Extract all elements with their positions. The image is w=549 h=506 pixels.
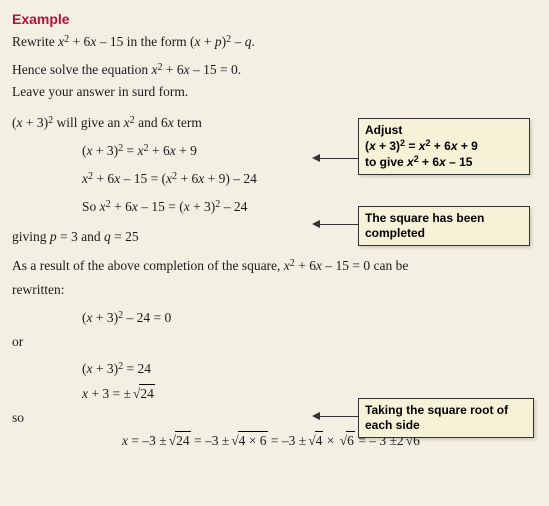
txt: = — [123, 143, 137, 158]
txt: + 3) — [23, 115, 49, 130]
txt: term — [174, 115, 202, 130]
txt: – 15 = ( — [120, 171, 166, 186]
rewrite-line: Rewrite x2 + 6x – 15 in the form (x + p)… — [12, 33, 537, 51]
t: x — [407, 155, 414, 169]
callout-text: Taking the square root of — [365, 403, 508, 417]
txt: As a result of the above completion of t… — [12, 258, 284, 273]
txt: + 3) — [93, 143, 119, 158]
callout-eq: (x + 3)2 = x2 + 6x + 9 — [365, 138, 523, 154]
txt: will give an — [53, 115, 124, 130]
txt: – 15 = ( — [138, 199, 184, 214]
arrow-line — [318, 416, 358, 417]
arrow-line — [318, 158, 358, 159]
result-line1: As a result of the above completion of t… — [12, 257, 537, 275]
arrow-head-icon — [312, 154, 320, 162]
txt: = 25 — [111, 229, 139, 244]
var-q: q — [104, 229, 111, 244]
callout-title: Adjust — [365, 123, 402, 137]
txt: giving — [12, 229, 50, 244]
txt: + 3) — [190, 199, 216, 214]
txt: = 3 and — [57, 229, 104, 244]
t: + 6 — [430, 139, 450, 153]
txt: + — [201, 34, 215, 49]
txt: = –3 ± — [191, 433, 230, 448]
sqrt: 6 — [338, 431, 355, 450]
txt: + 6 — [149, 143, 170, 158]
txt: + 6 — [295, 258, 316, 273]
var-p: p — [50, 229, 57, 244]
txt: + 3) — [93, 310, 119, 325]
txt: + 6 — [111, 199, 132, 214]
txt: + 6 — [69, 34, 90, 49]
arrow-head-icon — [312, 412, 320, 420]
or-line: or — [12, 333, 537, 351]
t: = — [405, 139, 419, 153]
radicand: 4 — [315, 431, 324, 450]
txt: – 15 = 0. — [190, 62, 242, 77]
surd-line: Leave your answer in surd form. — [12, 83, 537, 101]
radicand: 4 × 6 — [238, 431, 268, 450]
t: + 6 — [419, 155, 439, 169]
txt: So — [82, 199, 100, 214]
t: x — [369, 139, 376, 153]
sqrt-24: 24 — [131, 384, 155, 403]
txt: – — [231, 34, 245, 49]
txt: Rewrite — [12, 34, 58, 49]
callout-adjust: Adjust (x + 3)2 = x2 + 6x + 9 to give x2… — [358, 118, 530, 175]
txt: + 6 — [93, 171, 114, 186]
txt: – 15 in the form ( — [96, 34, 194, 49]
txt: + 6 — [163, 62, 184, 77]
t: to give — [365, 155, 407, 169]
t: x — [451, 139, 458, 153]
txt: = –3 ± — [268, 433, 307, 448]
eq4-line: (x + 3)2 – 24 = 0 — [12, 309, 537, 327]
radicand: 6 — [346, 431, 355, 450]
txt: . — [251, 34, 254, 49]
radicand: 24 — [139, 384, 155, 403]
arrow-line — [318, 224, 358, 225]
txt: Hence solve the equation — [12, 62, 151, 77]
eq5-line: (x + 3)2 = 24 — [12, 360, 537, 378]
callout-sqrt: Taking the square root of each side — [358, 398, 534, 438]
txt: × — [323, 433, 337, 448]
txt: = 24 — [123, 361, 151, 376]
t: + 3) — [376, 139, 400, 153]
radicand: 24 — [175, 431, 191, 450]
example-page: Example Rewrite x2 + 6x – 15 in the form… — [0, 0, 549, 506]
arrow-head-icon — [312, 220, 320, 228]
txt: + 9 — [176, 143, 197, 158]
callout-completed: The square has been completed — [358, 206, 530, 246]
txt: + 3 = ± — [88, 386, 131, 401]
var-p: p — [215, 34, 222, 49]
callout-text: The square has been — [365, 211, 484, 225]
sqrt: 4 × 6 — [229, 431, 267, 450]
txt: – 15 = 0 can be — [322, 258, 408, 273]
txt: = –3 ± — [128, 433, 167, 448]
callout-text: completed — [365, 226, 425, 240]
t: + 9 — [458, 139, 478, 153]
sqrt: 4 — [306, 431, 323, 450]
txt: and 6 — [135, 115, 168, 130]
callout-eq2: to give x2 + 6x – 15 — [365, 154, 523, 170]
txt: + 6 — [177, 171, 198, 186]
t: – 15 — [446, 155, 473, 169]
txt: + 3) — [93, 361, 119, 376]
txt: – 24 — [220, 199, 247, 214]
result-line2: rewritten: — [12, 281, 537, 299]
hence-line: Hence solve the equation x2 + 6x – 15 = … — [12, 61, 537, 79]
t: x — [439, 155, 446, 169]
callout-text: each side — [365, 418, 420, 432]
txt: + 9) – 24 — [204, 171, 257, 186]
sqrt: 24 — [167, 431, 191, 450]
example-title: Example — [12, 10, 537, 29]
txt: – 24 = 0 — [123, 310, 171, 325]
